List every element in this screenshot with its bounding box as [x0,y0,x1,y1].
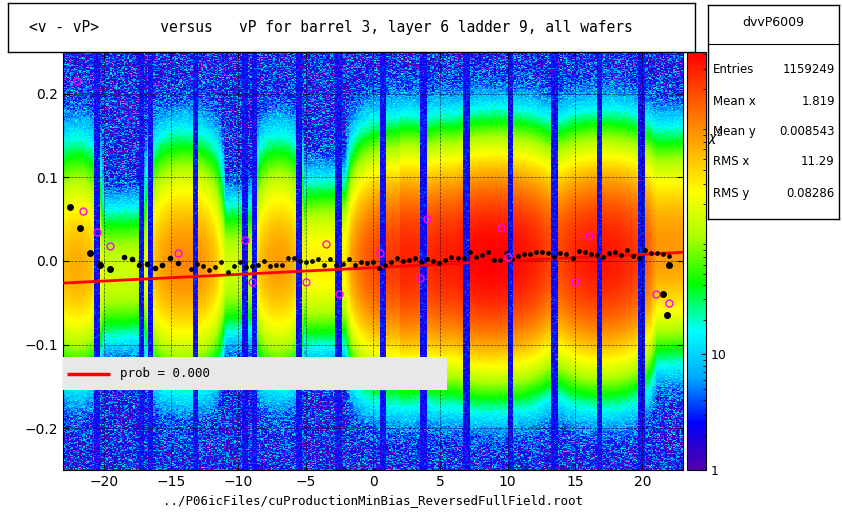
Text: 11.29: 11.29 [801,155,835,168]
X-axis label: ../P06icFiles/cuProductionMinBias_ReversedFullField.root: ../P06icFiles/cuProductionMinBias_Revers… [163,494,583,507]
Text: Mean x: Mean x [713,95,756,108]
Text: prob = 0.000: prob = 0.000 [120,367,210,380]
Text: 1159249: 1159249 [782,63,835,76]
Text: dvvP6009: dvvP6009 [743,16,804,29]
Text: $\chi^2$: $\chi^2$ [708,128,723,148]
Text: 1.819: 1.819 [801,95,835,108]
Text: Mean y: Mean y [713,125,756,138]
Text: RMS y: RMS y [713,187,749,200]
Text: RMS x: RMS x [713,155,749,168]
Text: Entries: Entries [713,63,754,76]
Bar [63,357,448,390]
Text: 0.08286: 0.08286 [787,187,835,200]
Text: <v - vP>       versus   vP for barrel 3, layer 6 ladder 9, all wafers: <v - vP> versus vP for barrel 3, layer 6… [29,20,633,35]
Text: 0.008543: 0.008543 [780,125,835,138]
